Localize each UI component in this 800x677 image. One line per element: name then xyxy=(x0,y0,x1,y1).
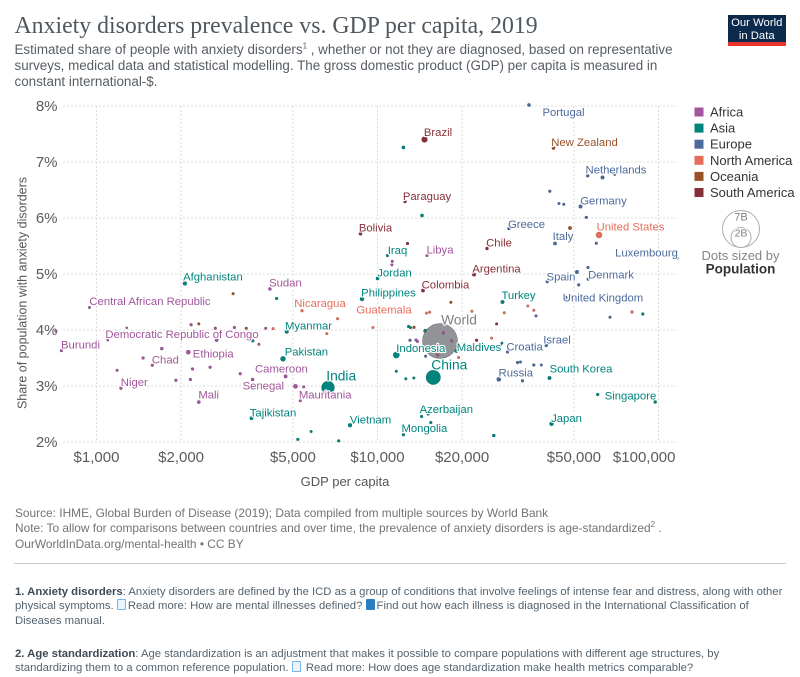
svg-text:Brazil: Brazil xyxy=(424,127,452,139)
svg-text:$20,000: $20,000 xyxy=(435,449,489,466)
svg-text:Luxembourg: Luxembourg xyxy=(615,248,678,260)
svg-text:Paraguay: Paraguay xyxy=(403,191,452,203)
svg-text:Mali: Mali xyxy=(198,390,219,402)
svg-text:Singapore: Singapore xyxy=(605,391,657,403)
svg-text:Myanmar: Myanmar xyxy=(285,321,332,333)
svg-text:Mauritania: Mauritania xyxy=(299,389,352,401)
svg-text:Pakistan: Pakistan xyxy=(285,346,328,358)
svg-text:Spain: Spain xyxy=(547,272,576,284)
svg-text:Argentina: Argentina xyxy=(472,263,521,275)
svg-text:Ethiopia: Ethiopia xyxy=(193,348,235,360)
svg-text:Dots sized by: Dots sized by xyxy=(701,248,780,263)
svg-text:United Kingdom: United Kingdom xyxy=(563,293,643,305)
svg-text:Senegal: Senegal xyxy=(243,381,284,393)
svg-text:8%: 8% xyxy=(36,98,58,115)
svg-text:Chile: Chile xyxy=(486,238,512,250)
svg-text:Central African Republic: Central African Republic xyxy=(89,296,211,308)
svg-text:Mongolia: Mongolia xyxy=(401,423,448,435)
svg-text:Oceania: Oceania xyxy=(710,169,759,184)
svg-text:New Zealand: New Zealand xyxy=(551,137,618,149)
svg-text:Africa: Africa xyxy=(710,105,744,120)
svg-text:Portugal: Portugal xyxy=(542,107,584,119)
svg-text:Russia: Russia xyxy=(499,368,534,380)
svg-text:5%: 5% xyxy=(36,266,58,283)
svg-text:Asia: Asia xyxy=(710,121,736,136)
svg-text:Colombia: Colombia xyxy=(422,280,470,292)
svg-text:North America: North America xyxy=(710,153,793,168)
svg-text:Indonesia: Indonesia xyxy=(396,343,446,355)
svg-text:Libya: Libya xyxy=(426,244,454,256)
svg-text:Croatia: Croatia xyxy=(506,341,543,353)
svg-text:Germany: Germany xyxy=(580,196,627,208)
svg-text:2%: 2% xyxy=(36,434,58,451)
svg-text:Turkey: Turkey xyxy=(501,290,535,302)
svg-text:$100,000: $100,000 xyxy=(613,449,676,466)
svg-text:7%: 7% xyxy=(36,154,58,171)
svg-text:Vietnam: Vietnam xyxy=(350,415,391,427)
svg-text:Israel: Israel xyxy=(543,334,571,346)
svg-text:Bolivia: Bolivia xyxy=(359,223,393,235)
svg-text:United States: United States xyxy=(597,222,665,234)
svg-text:$50,000: $50,000 xyxy=(547,449,601,466)
svg-text:$2,000: $2,000 xyxy=(158,449,204,466)
svg-text:Italy: Italy xyxy=(553,231,574,243)
svg-text:South America: South America xyxy=(710,185,795,200)
svg-text:Europe: Europe xyxy=(710,137,752,152)
svg-text:Chad: Chad xyxy=(152,354,179,366)
svg-text:Burundi: Burundi xyxy=(61,340,100,352)
svg-text:$10,000: $10,000 xyxy=(350,449,404,466)
svg-text:3%: 3% xyxy=(36,378,58,395)
svg-text:Nicaragua: Nicaragua xyxy=(294,298,346,310)
svg-text:4%: 4% xyxy=(36,322,58,339)
svg-text:Japan: Japan xyxy=(551,413,582,425)
svg-text:6%: 6% xyxy=(36,210,58,227)
svg-text:Niger: Niger xyxy=(121,377,148,389)
svg-text:World: World xyxy=(441,312,477,327)
svg-text:Maldives: Maldives xyxy=(457,342,502,354)
svg-text:Tajikistan: Tajikistan xyxy=(250,407,296,419)
svg-text:Azerbaijan: Azerbaijan xyxy=(420,404,473,416)
svg-text:Cameroon: Cameroon xyxy=(255,364,308,376)
svg-text:GDP per capita: GDP per capita xyxy=(301,474,390,489)
svg-text:India: India xyxy=(326,368,356,383)
svg-text:Philippines: Philippines xyxy=(361,288,416,300)
svg-text:Jordan: Jordan xyxy=(377,267,412,279)
svg-text:Guatemala: Guatemala xyxy=(356,304,412,316)
svg-text:China: China xyxy=(431,357,467,372)
svg-text:7B: 7B xyxy=(734,212,747,224)
svg-text:Population: Population xyxy=(706,262,776,277)
svg-text:Afghanistan: Afghanistan xyxy=(183,272,243,284)
svg-text:$5,000: $5,000 xyxy=(270,449,316,466)
svg-text:$1,000: $1,000 xyxy=(74,449,120,466)
svg-text:Netherlands: Netherlands xyxy=(586,165,647,177)
svg-text:2B: 2B xyxy=(735,228,748,240)
svg-text:Iraq: Iraq xyxy=(388,245,407,257)
svg-text:Denmark: Denmark xyxy=(588,270,634,282)
svg-text:Sudan: Sudan xyxy=(269,278,302,290)
svg-text:Greece: Greece xyxy=(508,219,545,231)
svg-text:South Korea: South Korea xyxy=(550,364,614,376)
svg-text:Democratic Republic of Congo: Democratic Republic of Congo xyxy=(105,329,258,341)
svg-text:Share of population with anxie: Share of population with anxiety disorde… xyxy=(16,177,30,409)
